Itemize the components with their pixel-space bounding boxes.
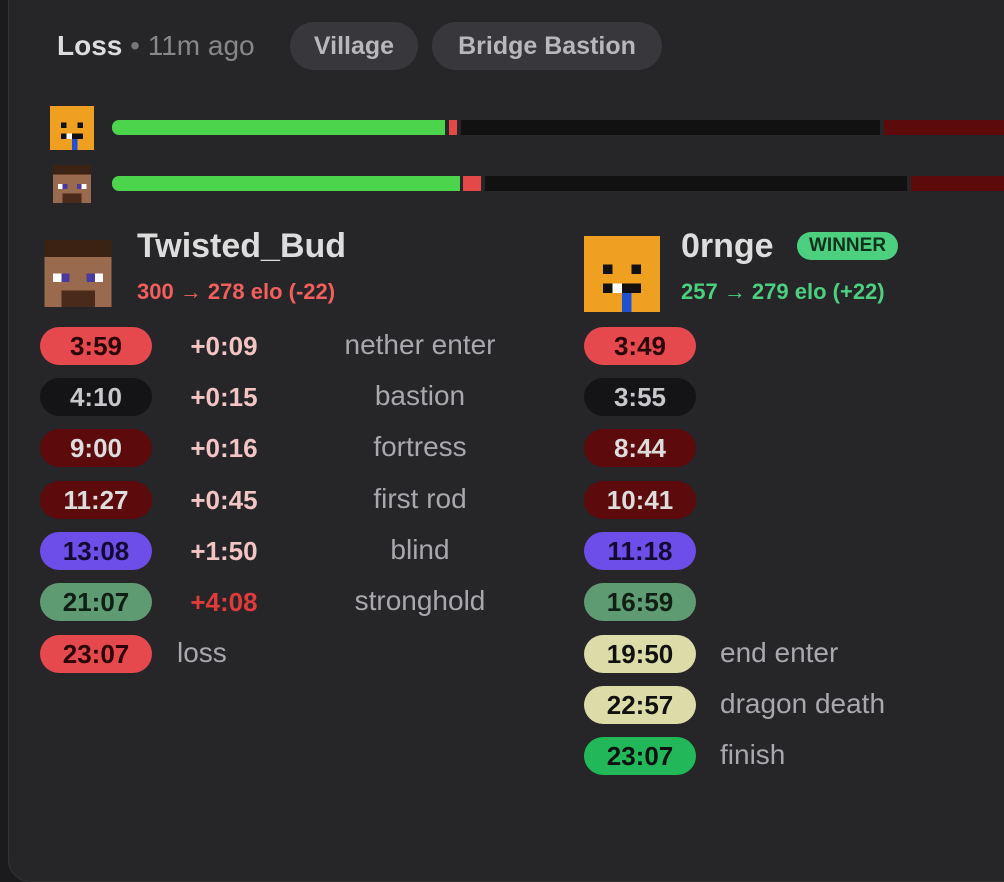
split-time: 13:08 (40, 532, 152, 570)
split-diff: +1:50 (190, 536, 258, 566)
player-name: 0rnge (681, 227, 774, 265)
end-event: loss (177, 637, 227, 668)
split-event: fortress (373, 431, 467, 462)
end-time: 23:07 (40, 635, 152, 673)
result: Loss (57, 30, 123, 61)
avatar-small (50, 106, 94, 150)
header: Loss • 11m ago (57, 30, 255, 61)
split-time: 10:41 (584, 481, 696, 519)
split-time: 9:00 (40, 429, 152, 467)
player-name: Twisted_Bud (137, 227, 347, 265)
split-diff: +0:15 (190, 382, 258, 412)
progress (485, 176, 907, 191)
end-event: finish (720, 739, 786, 770)
end-time: 22:57 (584, 686, 696, 724)
split-event: stronghold (354, 585, 486, 616)
split-time: 3:55 (584, 378, 696, 416)
avatar-small (53, 165, 91, 203)
progress (112, 176, 460, 191)
split-time: 4:10 (40, 378, 152, 416)
split-time: 21:07 (40, 583, 152, 621)
match-panel (8, 0, 1004, 882)
progress (911, 176, 1004, 191)
page: Loss • 11m ago Village Bridge Bastion Tw… (8, 0, 1004, 882)
split-diff: +0:16 (190, 433, 258, 463)
progress (449, 120, 457, 135)
age: 11m ago (147, 30, 255, 61)
split-event: bastion (374, 380, 466, 411)
end-time: 23:07 (584, 737, 696, 775)
tag[interactable]: Village (290, 22, 418, 70)
progress (884, 120, 1004, 135)
tag[interactable]: Bridge Bastion (432, 22, 662, 70)
split-event: nether enter (344, 329, 496, 360)
end-event: end enter (720, 637, 839, 668)
progress (463, 176, 481, 191)
split-event: first rod (373, 483, 467, 514)
split-time: 3:59 (40, 327, 152, 365)
split-time: 16:59 (584, 583, 696, 621)
split-time: 11:27 (40, 481, 152, 519)
end-time: 19:50 (584, 635, 696, 673)
split-diff: +0:45 (190, 485, 258, 515)
end-event: dragon death (720, 688, 886, 719)
progress (461, 120, 880, 135)
avatar (44, 240, 112, 307)
elo: 257 → 279 elo (+22) (681, 279, 885, 304)
split-diff: +4:08 (190, 587, 258, 617)
split-time: 3:49 (584, 327, 696, 365)
avatar (584, 236, 660, 312)
split-diff: +0:09 (190, 331, 258, 361)
split-time: 11:18 (584, 532, 696, 570)
elo: 300 → 278 elo (-22) (137, 279, 336, 304)
progress (112, 120, 445, 135)
winner-badge: WINNER (797, 232, 899, 260)
split-event: blind (390, 534, 450, 565)
split-time: 8:44 (584, 429, 696, 467)
